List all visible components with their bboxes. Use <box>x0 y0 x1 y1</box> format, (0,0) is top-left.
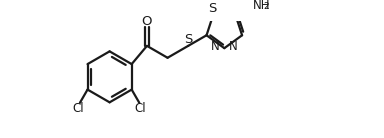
Text: N: N <box>211 40 220 53</box>
Text: NH: NH <box>253 0 271 12</box>
Text: S: S <box>208 2 217 15</box>
Text: 2: 2 <box>263 2 269 11</box>
Text: Cl: Cl <box>134 102 146 115</box>
Text: O: O <box>142 15 152 28</box>
Text: Cl: Cl <box>72 102 84 115</box>
Text: N: N <box>229 40 238 53</box>
Text: S: S <box>184 33 192 46</box>
